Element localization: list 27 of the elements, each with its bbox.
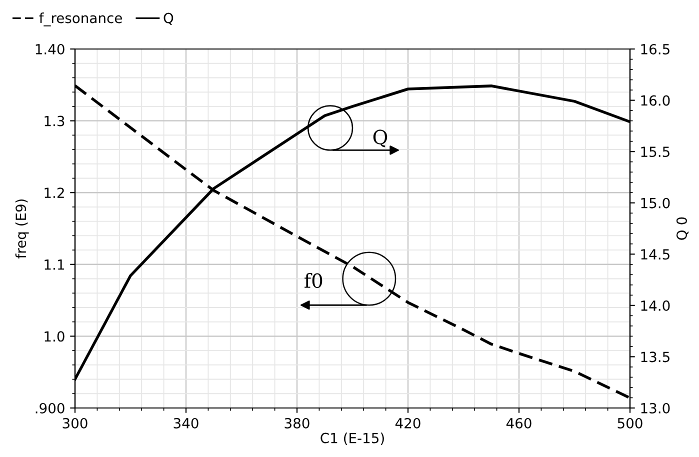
- y-tick-label: 1.2: [44, 188, 64, 198]
- y2-tick-label: 16.0: [641, 95, 670, 106]
- x-tick-label: 300: [62, 418, 88, 428]
- annotation: Q: [373, 130, 388, 148]
- x-tick-label: 380: [284, 418, 310, 428]
- x-tick-label: 420: [395, 418, 420, 428]
- x-tick-label: 340: [174, 418, 198, 428]
- y-tick-label: .900: [36, 402, 64, 414]
- y2-tick-label: 15.0: [641, 198, 670, 208]
- y-tick-label: 1.0: [44, 331, 64, 342]
- y2-tick-label: 16.5: [641, 44, 670, 54]
- legend-label: Q: [164, 12, 174, 25]
- y-tick-label: 1.1: [44, 260, 64, 270]
- y-tick-label: 1.3: [44, 116, 64, 126]
- y2-tick-label: 14.5: [641, 249, 670, 260]
- legend-label: f_resonance: [39, 12, 122, 26]
- y2-axis-title: Q 0: [676, 217, 689, 240]
- y-tick-label: 1.40: [36, 44, 64, 54]
- y2-tick-label: 14.0: [641, 300, 670, 311]
- x-tick-label: 500: [618, 418, 642, 428]
- y-axis-title: freq (E9): [15, 199, 29, 258]
- y2-tick-label: 13.0: [641, 402, 670, 414]
- x-tick-label: 460: [506, 418, 532, 428]
- y2-tick-label: 13.5: [641, 352, 670, 362]
- annotation: f0: [304, 272, 322, 288]
- y2-tick-label: 15.5: [641, 146, 670, 158]
- x-axis-title: C1 (E-15): [320, 432, 384, 445]
